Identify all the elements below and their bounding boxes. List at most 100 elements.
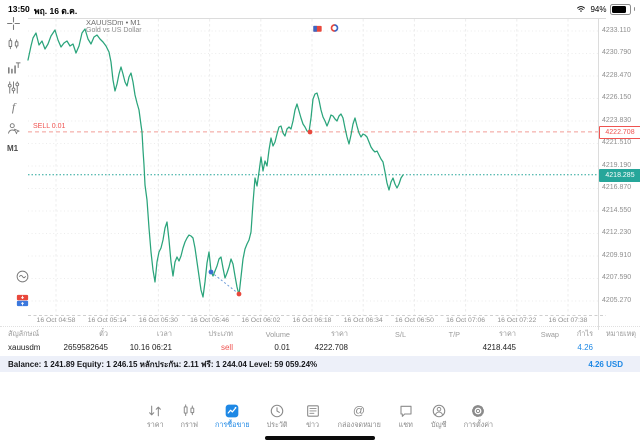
chat-icon (400, 405, 412, 417)
position-cell: 10.16 06:21 (129, 343, 172, 352)
sell-price-tag: 4222.708 (599, 126, 640, 139)
time-axis-label: 16 Oct 07:38 (548, 317, 588, 324)
tab-label: แชท (398, 420, 413, 429)
positions-table-header: สัญลักษณ์ ตั๋ว เวลา ประเภท Volume ราคา S/L T/P ร… (0, 326, 640, 341)
tab-news[interactable]: ข่าว (305, 403, 321, 431)
total-profit: 4.26 USD (588, 359, 623, 369)
svg-text:f: f (12, 100, 17, 114)
tab-label: ข่าว (306, 420, 320, 429)
flag-icon[interactable] (312, 24, 323, 34)
tab-label: บัญชี (431, 420, 447, 429)
chart-symbol-subtitle: Gold vs US Dollar (86, 27, 142, 34)
status-indicators: 94% (575, 3, 635, 15)
timeframe-label[interactable]: M1 (7, 144, 19, 153)
price-axis-label: 4228.470 (602, 71, 632, 79)
price-axis-label: 4214.550 (602, 206, 632, 214)
column-header: S/L (395, 329, 406, 339)
column-header: Swap (540, 329, 559, 339)
tab-settings[interactable]: การตั้งค่า (464, 403, 493, 431)
position-cell: 2659582645 (63, 343, 109, 352)
battery-icon (609, 3, 631, 15)
sliders-icon[interactable] (6, 80, 21, 95)
position-cell: 4218.445 (482, 343, 516, 352)
tab-label: การตั้งค่า (463, 420, 494, 429)
buy-deal-marker (208, 269, 214, 275)
time-axis-label: 16 Oct 05:14 (87, 317, 127, 324)
bid-price-tag: 4218.285 (599, 169, 640, 182)
column-header: Volume (265, 329, 290, 339)
tab-label: การซื้อขาย (215, 420, 250, 429)
wave-circle-icon[interactable] (15, 269, 30, 284)
bottom-tab-bar: ราคา กราฟ การซื้อขาย ประวัติ ข่าว @ กล่องจดหมา… (0, 403, 640, 431)
battery-nub (633, 7, 635, 11)
position-cell: 4.26 (577, 343, 593, 352)
open-position-row[interactable]: xauusdm 2659582645 10.16 06:21 sell 0.01 4222… (0, 340, 640, 355)
price-axis-label: 4223.830 (602, 116, 632, 124)
quick-trade-icon[interactable] (6, 121, 21, 136)
deal-connector-line (210, 271, 240, 295)
crosshair-icon[interactable] (6, 16, 21, 31)
price-line-series (27, 28, 404, 298)
news-icon (306, 405, 319, 417)
time-axis-label: 16 Oct 04:58 (36, 317, 76, 324)
sell-deal-marker (236, 291, 242, 297)
trade-tab-icon (225, 404, 239, 418)
column-header: ตั๋ว (99, 328, 108, 338)
function-icon[interactable]: f (6, 100, 21, 115)
time-axis-label: 16 Oct 05:30 (138, 317, 178, 324)
tab-quotes[interactable]: ราคา (147, 403, 164, 431)
tab-label: ประวัติ (266, 420, 288, 429)
account-icon (432, 404, 446, 418)
price-axis-label: 4205.270 (602, 296, 632, 304)
tab-mailbox[interactable]: @ กล่องจดหมาย (338, 403, 381, 431)
tab-history[interactable]: ประวัติ (267, 403, 288, 431)
clock-ring-icon[interactable] (329, 23, 340, 33)
position-cell: 0.01 (274, 343, 290, 352)
candlestick-icon[interactable] (6, 37, 21, 52)
tab-label: กราฟ (180, 420, 198, 429)
tab-chart[interactable]: กราฟ (181, 403, 198, 431)
column-header: ราคา (331, 328, 348, 338)
column-header: ประเภท (208, 328, 233, 338)
price-axis-label: 4226.150 (602, 94, 632, 102)
battery-percent: 94% (590, 4, 607, 14)
chart-tab-icon (184, 404, 195, 416)
time-axis-label: 16 Oct 06:02 (241, 317, 281, 324)
column-header: หมายเหตุ (605, 328, 636, 338)
tab-label: กล่องจดหมาย (337, 420, 381, 429)
price-axis-label: 4207.590 (602, 274, 632, 282)
account-summary-text: Balance: 1 241.89 Equity: 1 246.15 หลักป… (8, 359, 318, 369)
price-axis-label: 4216.870 (602, 184, 632, 192)
status-time: 13:50 (8, 4, 30, 14)
indicator-icon[interactable] (6, 60, 21, 75)
tab-trade[interactable]: การซื้อขาย (215, 403, 250, 431)
account-summary-bar: Balance: 1 241.89 Equity: 1 246.15 หลักป… (0, 356, 640, 372)
time-axis-label: 16 Oct 06:18 (292, 317, 332, 324)
price-axis-label: 4219.190 (602, 161, 632, 169)
time-axis-label: 16 Oct 07:22 (497, 317, 537, 324)
quotes-icon (149, 405, 162, 417)
price-chart[interactable] (0, 0, 640, 336)
time-axis-label: 16 Oct 06:34 (343, 317, 383, 324)
mailbox-icon: @ (353, 403, 365, 417)
position-cell: xauusdm (8, 343, 41, 352)
wifi-icon (577, 6, 586, 12)
tab-chat[interactable]: แชท (398, 403, 414, 431)
open-position-label: SELL 0.01 (33, 123, 66, 130)
sell-open-marker (307, 129, 313, 135)
status-date: พฤ. 16 ต.ค. (34, 6, 78, 16)
settings-icon (472, 405, 485, 417)
price-axis-label: 4212.230 (602, 229, 632, 237)
price-axis-label: 4209.910 (602, 251, 632, 259)
position-cell: 4222.708 (314, 343, 348, 352)
tab-account[interactable]: บัญชี (431, 403, 447, 431)
home-indicator[interactable] (265, 436, 375, 440)
chart-symbol-title: XAUUSDm • M1 (86, 18, 141, 27)
svg-text:@: @ (353, 403, 365, 417)
column-header: เวลา (156, 328, 172, 338)
position-cell: sell (220, 343, 233, 352)
column-header: กำไร (576, 328, 593, 338)
column-header: ราคา (499, 328, 516, 338)
trade-panel-icon[interactable] (15, 293, 30, 308)
time-axis-label: 16 Oct 06:50 (394, 317, 434, 324)
